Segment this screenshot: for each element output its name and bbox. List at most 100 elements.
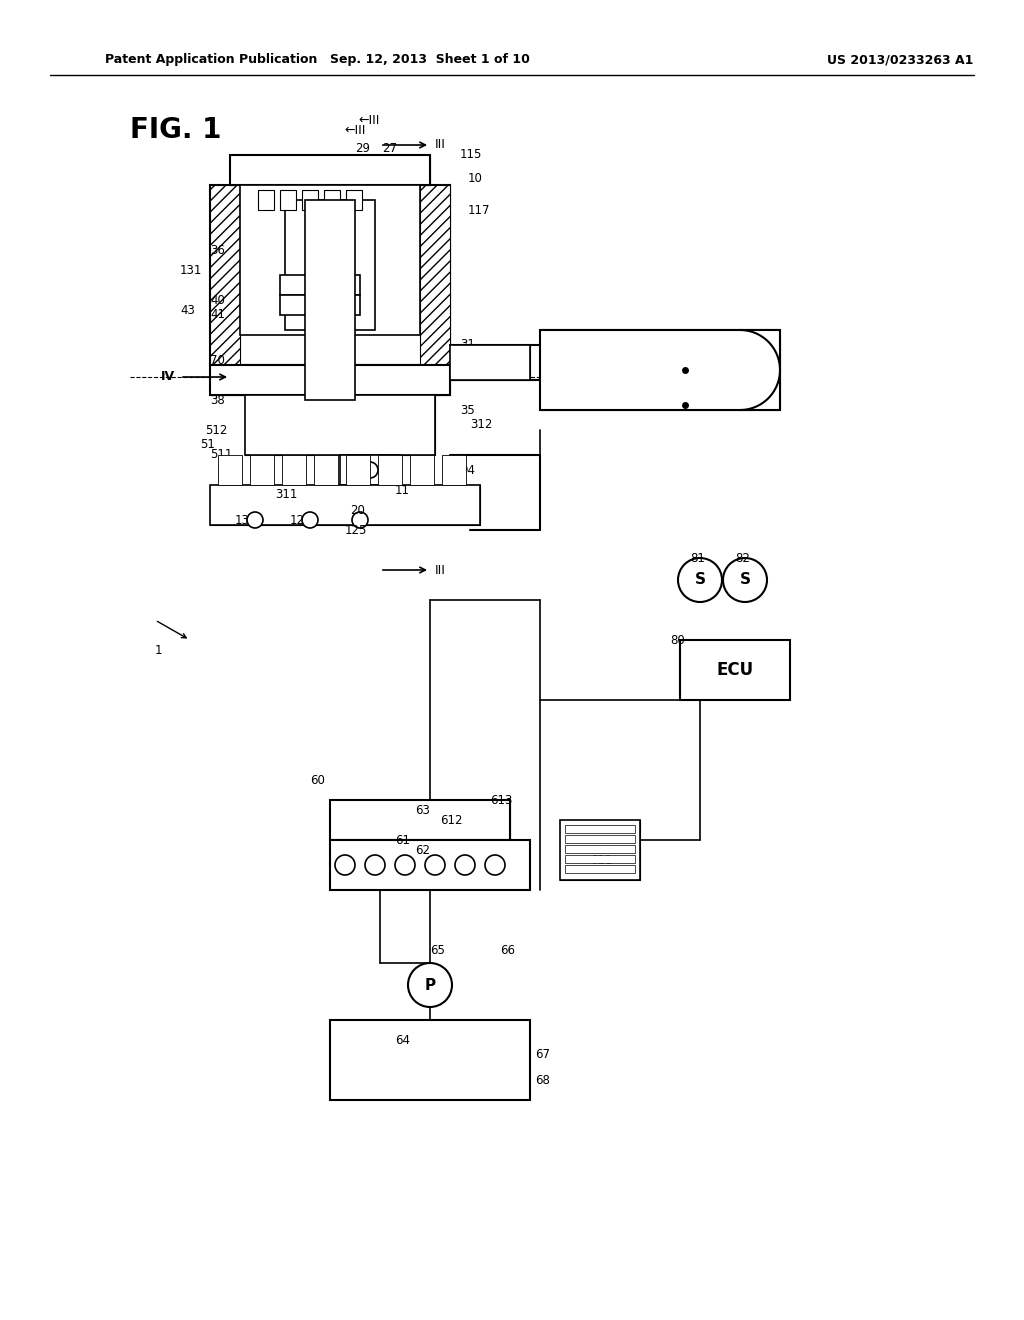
Text: 20: 20 xyxy=(350,503,365,516)
Bar xyxy=(210,185,240,366)
Bar xyxy=(450,345,530,380)
Text: S: S xyxy=(694,573,706,587)
Text: 81: 81 xyxy=(690,552,705,565)
Text: 12: 12 xyxy=(290,513,305,527)
Circle shape xyxy=(352,512,368,528)
Bar xyxy=(258,190,274,210)
Text: III: III xyxy=(435,139,445,152)
Text: 40: 40 xyxy=(210,293,225,306)
Bar xyxy=(560,820,640,880)
Text: 511: 511 xyxy=(210,449,232,462)
Text: 611: 611 xyxy=(590,854,612,866)
Text: 94: 94 xyxy=(460,463,475,477)
Bar xyxy=(314,455,338,484)
Bar xyxy=(450,345,530,380)
Circle shape xyxy=(485,855,505,875)
Text: 13: 13 xyxy=(234,513,250,527)
Bar xyxy=(218,455,242,484)
Text: P: P xyxy=(424,978,435,993)
Bar xyxy=(245,395,435,455)
Circle shape xyxy=(425,855,445,875)
Text: 64: 64 xyxy=(395,1034,410,1047)
Text: O: O xyxy=(695,384,705,396)
Circle shape xyxy=(455,855,475,875)
Bar xyxy=(245,395,435,455)
Bar xyxy=(280,294,360,315)
Text: 10: 10 xyxy=(468,172,483,185)
Text: 82: 82 xyxy=(735,552,750,565)
Text: 43: 43 xyxy=(180,304,195,317)
Bar xyxy=(378,455,402,484)
Text: 311: 311 xyxy=(275,488,297,502)
Text: 115: 115 xyxy=(460,149,482,161)
Bar xyxy=(330,1020,530,1100)
Text: ←III: ←III xyxy=(344,124,366,136)
Text: 117: 117 xyxy=(468,203,490,216)
Bar xyxy=(240,185,420,335)
Circle shape xyxy=(247,512,263,528)
Bar xyxy=(302,190,318,210)
Bar xyxy=(340,455,400,484)
Text: 612: 612 xyxy=(440,813,463,826)
Text: ←III: ←III xyxy=(358,114,379,127)
Text: 27: 27 xyxy=(382,141,397,154)
Circle shape xyxy=(408,964,452,1007)
Text: 31: 31 xyxy=(460,338,475,351)
Bar xyxy=(330,800,510,840)
Bar xyxy=(210,366,450,395)
Text: S: S xyxy=(739,573,751,587)
Circle shape xyxy=(395,855,415,875)
Text: Patent Application Publication: Patent Application Publication xyxy=(105,54,317,66)
Text: FIG. 1: FIG. 1 xyxy=(130,116,221,144)
Bar xyxy=(680,640,790,700)
Bar xyxy=(346,455,370,484)
Bar xyxy=(305,201,355,400)
Text: 11: 11 xyxy=(395,483,410,496)
Text: 62: 62 xyxy=(415,843,430,857)
Bar xyxy=(565,836,635,843)
Bar xyxy=(330,840,530,890)
Text: 70: 70 xyxy=(210,354,225,367)
Text: 41: 41 xyxy=(210,309,225,322)
Bar xyxy=(565,845,635,853)
Bar xyxy=(565,825,635,833)
Text: 613: 613 xyxy=(490,793,512,807)
Bar xyxy=(410,455,434,484)
Bar xyxy=(346,190,362,210)
Text: 63: 63 xyxy=(415,804,430,817)
Bar xyxy=(255,249,295,290)
Bar xyxy=(210,484,480,525)
Text: III: III xyxy=(435,564,445,577)
Text: 65: 65 xyxy=(430,944,444,957)
Bar xyxy=(540,330,780,411)
Bar xyxy=(280,275,360,294)
Text: ECU: ECU xyxy=(717,661,754,678)
Circle shape xyxy=(335,855,355,875)
Text: s: s xyxy=(691,352,696,363)
Bar xyxy=(230,154,430,185)
Text: 67: 67 xyxy=(535,1048,550,1061)
Bar xyxy=(560,820,640,880)
Bar xyxy=(280,190,296,210)
Bar xyxy=(250,455,274,484)
Text: O: O xyxy=(700,388,710,401)
Bar xyxy=(324,190,340,210)
Text: 29: 29 xyxy=(355,141,370,154)
Bar xyxy=(280,190,296,210)
Bar xyxy=(565,855,635,863)
Text: 125: 125 xyxy=(345,524,368,536)
Text: US 2013/0233263 A1: US 2013/0233263 A1 xyxy=(826,54,973,66)
Text: 51: 51 xyxy=(200,438,215,451)
Text: 80: 80 xyxy=(670,634,685,647)
Bar xyxy=(565,865,635,873)
Text: 35: 35 xyxy=(460,404,475,417)
Text: 131: 131 xyxy=(180,264,203,276)
Bar xyxy=(302,190,318,210)
Text: 512: 512 xyxy=(205,424,227,437)
Text: 38: 38 xyxy=(210,393,224,407)
Text: 60: 60 xyxy=(310,774,325,787)
Circle shape xyxy=(723,558,767,602)
Bar xyxy=(442,455,466,484)
Circle shape xyxy=(362,462,378,478)
Bar xyxy=(324,190,340,210)
